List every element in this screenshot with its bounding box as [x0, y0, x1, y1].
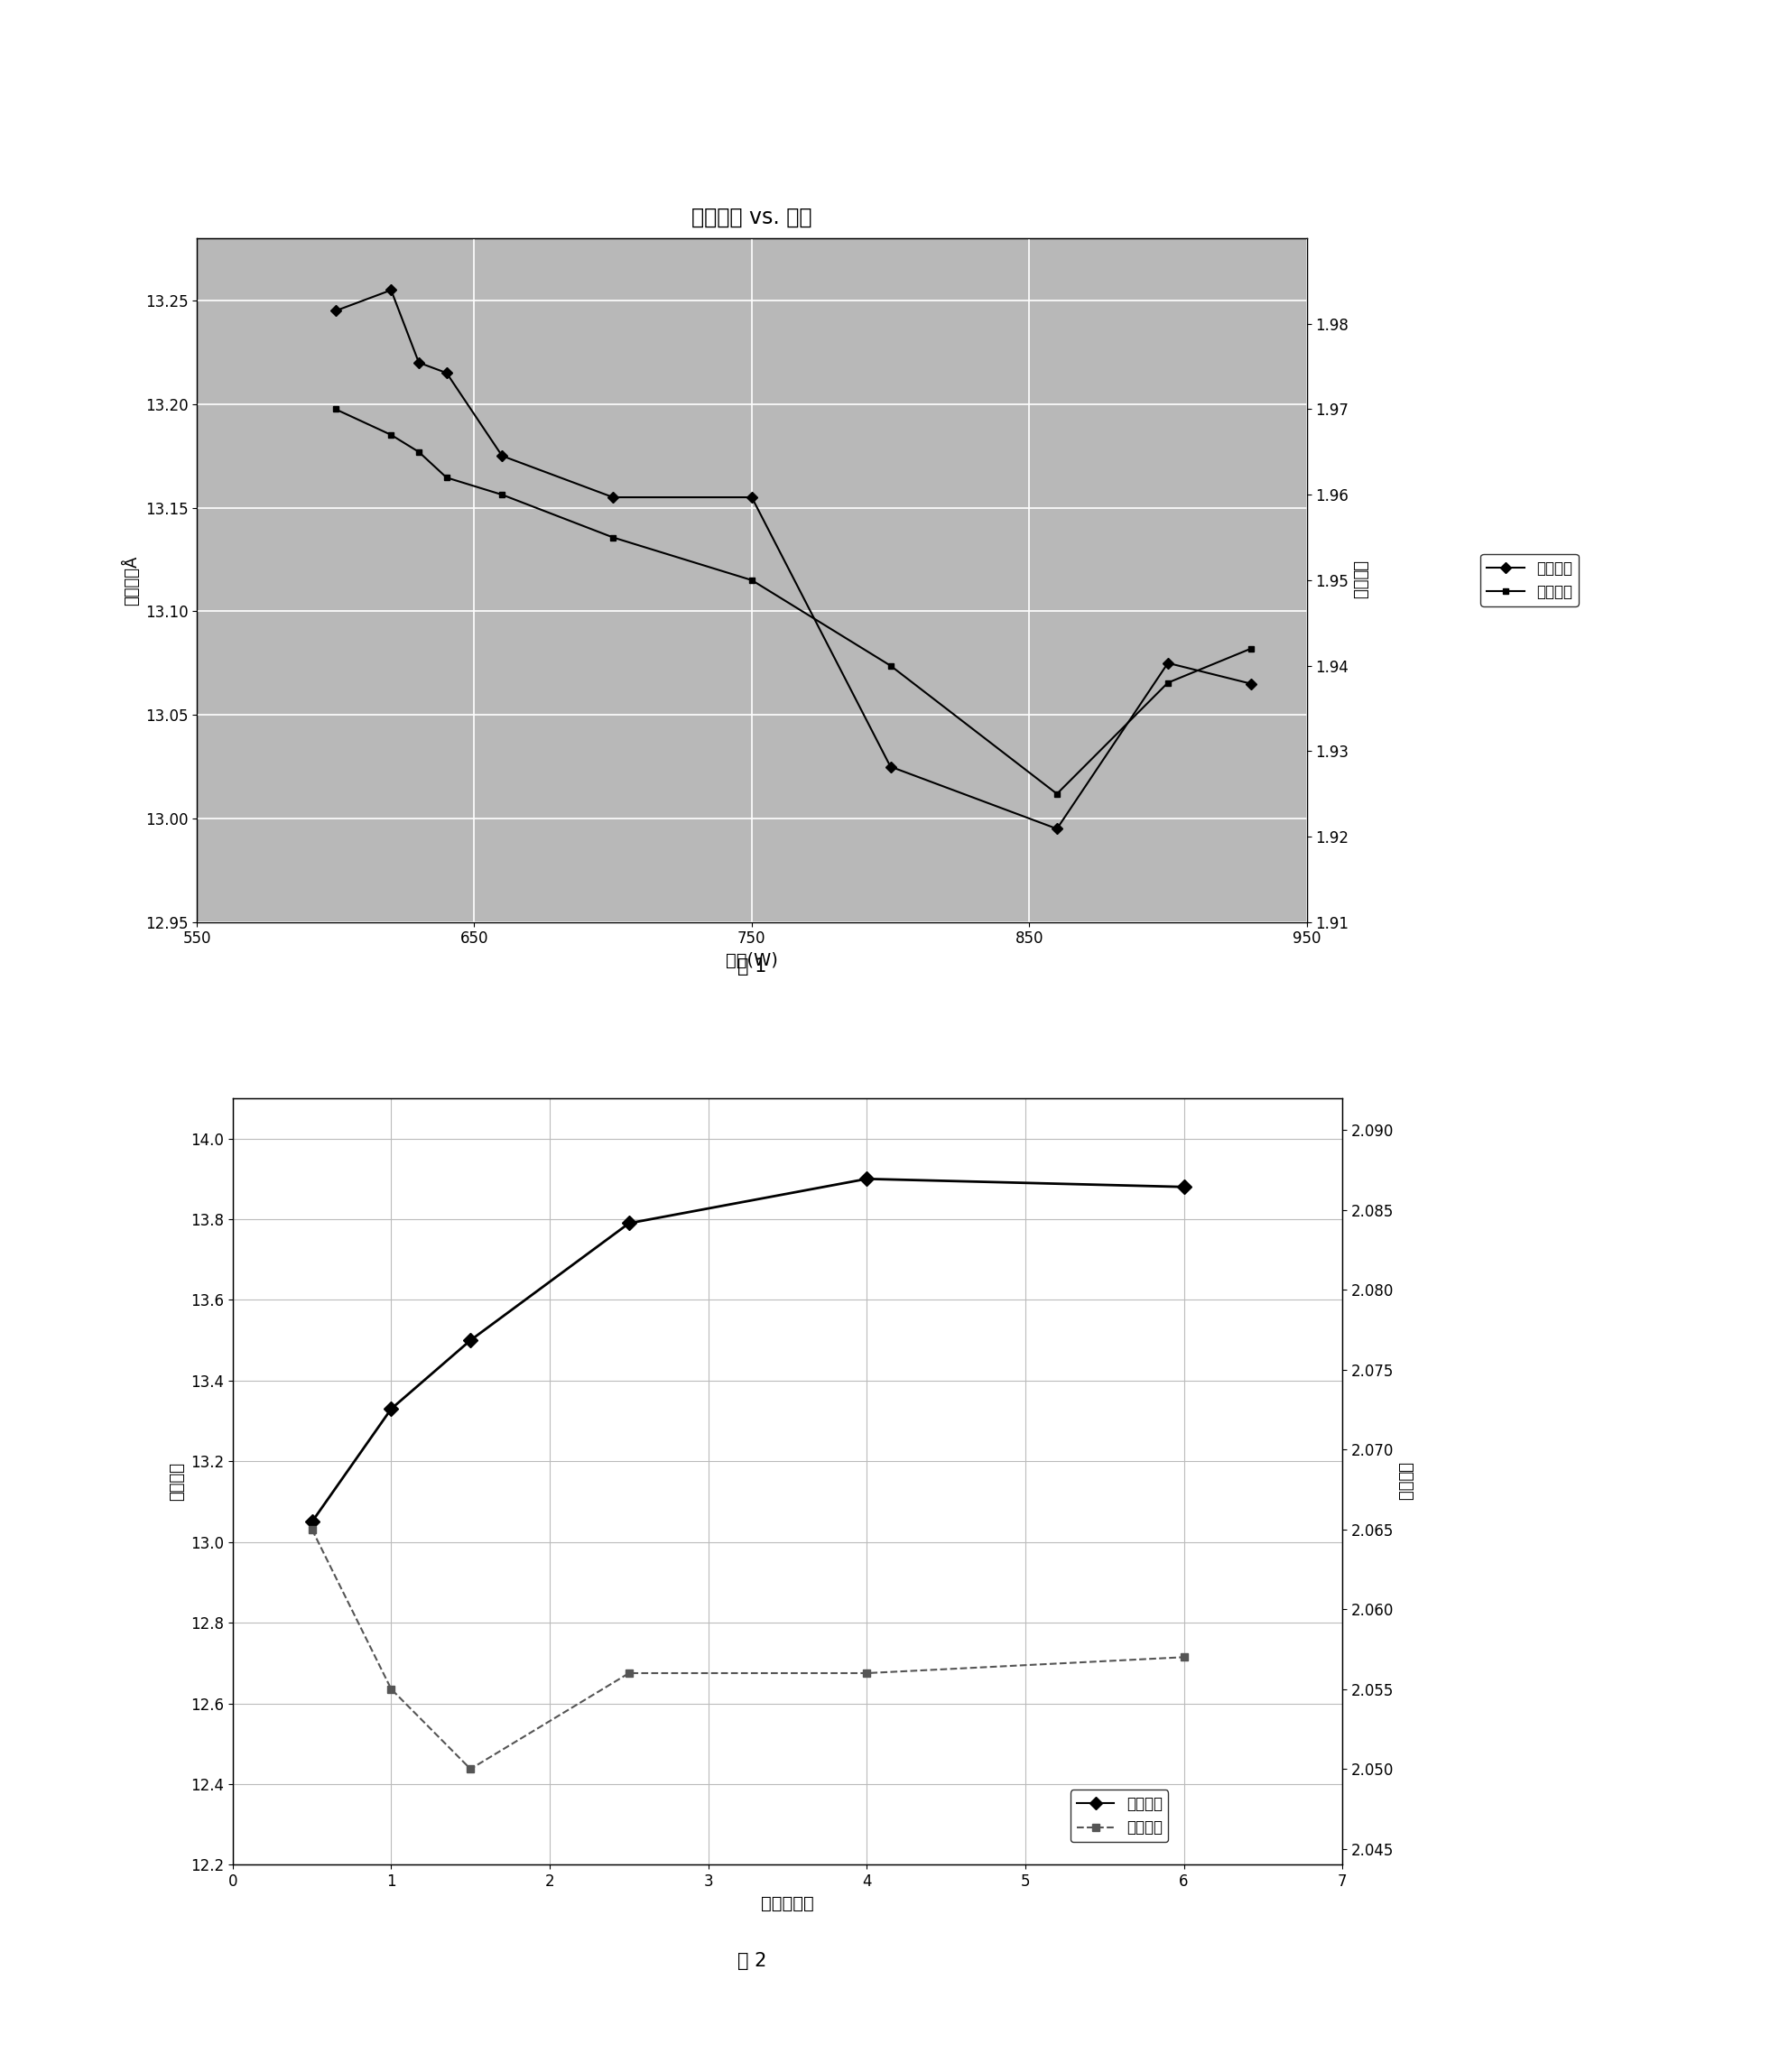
Text: 图 2: 图 2 — [737, 1952, 766, 1970]
Title: 电性厚度 vs. 功率: 电性厚度 vs. 功率 — [691, 205, 812, 228]
X-axis label: 时间，小时: 时间，小时 — [760, 1894, 814, 1912]
Y-axis label: 电性厚度Å: 电性厚度Å — [122, 555, 140, 605]
Text: 图 1: 图 1 — [737, 957, 766, 976]
X-axis label: 功率(W): 功率(W) — [725, 951, 778, 970]
Y-axis label: 击穿电压: 击穿电压 — [1395, 1463, 1412, 1500]
Y-axis label: 击穿电压: 击穿电压 — [1351, 562, 1367, 599]
Legend: 电性厚度, 击穿厚度: 电性厚度, 击穿厚度 — [1070, 1790, 1168, 1842]
Legend: 电性厚度, 击穿电压: 电性厚度, 击穿电压 — [1480, 553, 1578, 607]
Y-axis label: 电性厚度: 电性厚度 — [168, 1463, 186, 1500]
